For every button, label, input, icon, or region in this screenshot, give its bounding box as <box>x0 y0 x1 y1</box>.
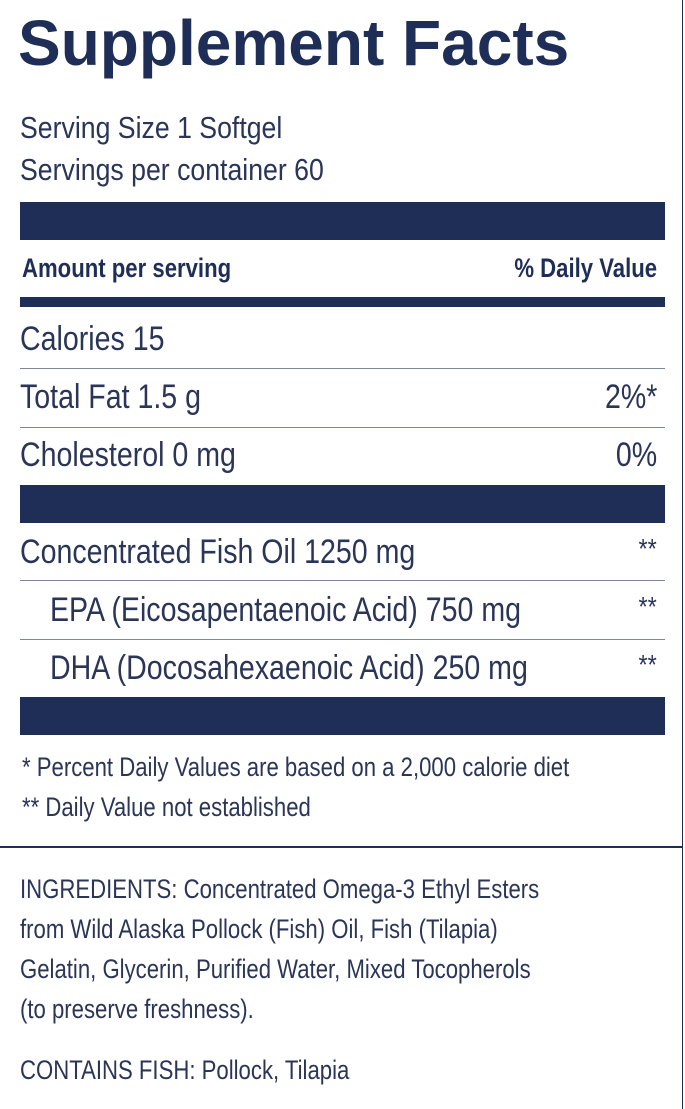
panel-title: Supplement Facts <box>18 7 570 79</box>
ingredient-fish-oil: Concentrated Fish Oil 1250 mg <box>20 533 416 571</box>
nutrient-total-fat-dv: 2%* <box>604 378 657 416</box>
contains-allergen: CONTAINS FISH: Pollock, Tilapia <box>20 1055 350 1085</box>
footnote-dv-not-established: ** Daily Value not established <box>22 792 311 822</box>
servings-per-container: Servings per container 60 <box>20 152 324 187</box>
row-divider <box>20 368 665 369</box>
ingredient-dha: DHA (Docosahexaenoic Acid) 250 mg <box>50 649 528 687</box>
nutrient-total-fat: Total Fat 1.5 g <box>20 378 201 416</box>
thick-divider <box>20 202 665 240</box>
ingredient-fish-oil-dv: ** <box>638 533 657 564</box>
amount-per-serving-header: Amount per serving <box>22 253 232 283</box>
nutrient-calories: Calories 15 <box>20 320 165 358</box>
ingredients-line-4: (to preserve freshness). <box>20 994 254 1024</box>
footnote-percent-dv: * Percent Daily Values are based on a 2,… <box>22 752 570 782</box>
ingredients-line-1: INGREDIENTS: Concentrated Omega-3 Ethyl … <box>20 874 540 904</box>
medium-divider <box>20 297 665 307</box>
row-divider <box>20 639 665 640</box>
ingredient-epa-dv: ** <box>638 591 657 622</box>
row-divider <box>20 427 665 428</box>
serving-size: Serving Size 1 Softgel <box>20 110 283 145</box>
thick-divider <box>20 485 665 523</box>
section-divider <box>0 846 683 848</box>
nutrient-cholesterol: Cholesterol 0 mg <box>20 436 236 474</box>
row-divider <box>20 580 665 581</box>
nutrient-cholesterol-dv: 0% <box>615 436 657 474</box>
thick-divider <box>20 697 665 735</box>
ingredient-dha-dv: ** <box>638 649 657 680</box>
daily-value-header: % Daily Value <box>514 253 657 283</box>
ingredients-line-2: from Wild Alaska Pollock (Fish) Oil, Fis… <box>20 914 498 944</box>
ingredients-line-3: Gelatin, Glycerin, Purified Water, Mixed… <box>20 954 531 984</box>
ingredient-epa: EPA (Eicosapentaenoic Acid) 750 mg <box>50 591 521 629</box>
